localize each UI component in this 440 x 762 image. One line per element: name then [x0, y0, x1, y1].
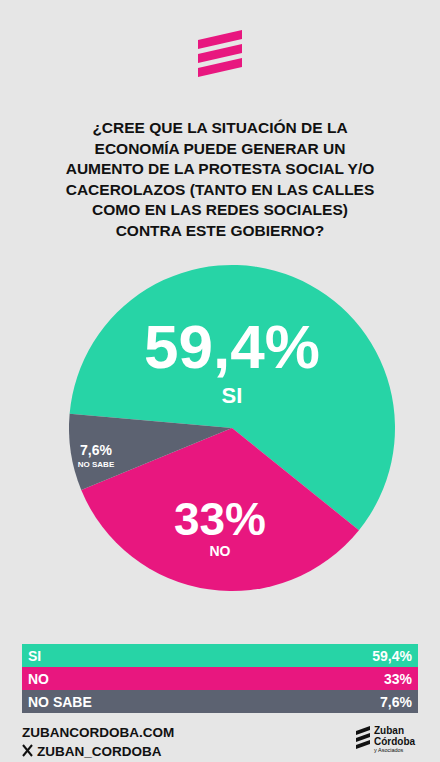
title-line: CACEROLAZOS (TANTO EN LAS CALLES [66, 181, 375, 198]
category-label: NO SABE [78, 460, 115, 469]
logo-stripe [356, 740, 370, 749]
data-labels: 59,4%SI 33%NO 7,6% NO SABE [78, 312, 320, 559]
data-label: 33% [174, 493, 266, 545]
category-label: SI [222, 383, 243, 408]
brand-text: y Asociados [374, 747, 404, 753]
title-line: COMO EN LAS REDES SOCIALES) [92, 201, 348, 218]
data-label: 59,4% [144, 312, 320, 381]
table-category: SI [28, 648, 41, 664]
title-line: ¿CREE QUE LA SITUACIÓN DE LA [92, 119, 347, 136]
brand-text: Zuban [374, 725, 404, 736]
table-value: 33% [384, 671, 413, 687]
footer: ZUBANCORDOBA.COM ZUBAN_CORDOBA [22, 725, 174, 759]
title-line: AUMENTO DE LA PROTESTA SOCIAL Y/O [66, 160, 375, 177]
logo [198, 30, 242, 77]
category-label: NO [210, 543, 231, 559]
background [0, 0, 440, 762]
logo-stripe [356, 726, 370, 735]
table-value: 59,4% [372, 648, 412, 664]
title-line: CONTRA ESTE GOBIERNO? [116, 222, 325, 239]
table-row [22, 667, 418, 690]
table-value: 7,6% [380, 694, 412, 710]
table-row [22, 690, 418, 713]
brand-text: Córdoba [374, 736, 416, 747]
website: ZUBANCORDOBA.COM [22, 725, 174, 740]
pie-slice [69, 414, 232, 490]
pie [69, 265, 395, 591]
data-label: 7,6% [80, 442, 112, 458]
title: ¿CREE QUE LA SITUACIÓN DE LA ECONOMÍA PUE… [66, 119, 375, 239]
page: ¿CREE QUE LA SITUACIÓN DE LA ECONOMÍA PUE… [0, 0, 440, 762]
logo-stripe [356, 733, 370, 742]
table-row [22, 644, 418, 667]
summary-table: SI 59,4% NO 33% NO SABE 7,6% [22, 644, 418, 713]
x-icon [23, 745, 32, 756]
social-handle: ZUBAN_CORDOBA [37, 744, 162, 759]
logo-stripe [198, 58, 242, 77]
table-category: NO [28, 671, 49, 687]
title-line: ECONOMÍA PUEDE GENERAR UN [95, 140, 346, 157]
table-category: NO SABE [28, 694, 92, 710]
brand-logo: ZubanCórdobay Asociados [356, 725, 416, 753]
